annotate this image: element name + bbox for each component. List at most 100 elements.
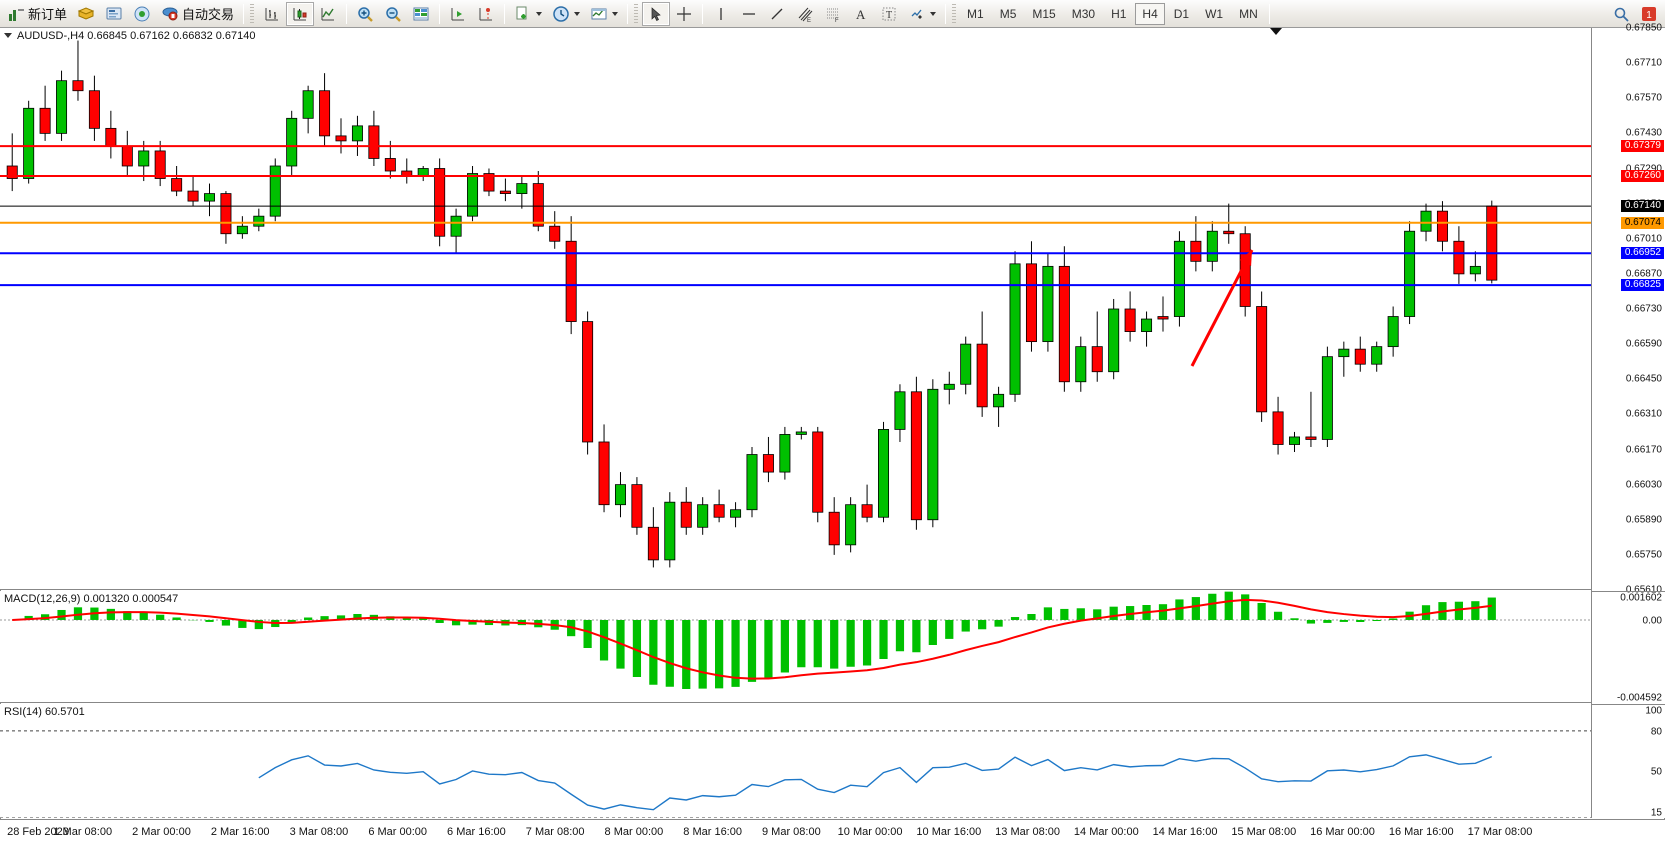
- text-icon: A: [856, 7, 866, 22]
- time-axis[interactable]: 28 Feb 2023 1 Mar 08:00 2 Mar 00:00 2 Mar 1…: [0, 819, 1665, 847]
- price-level-tag-resistance[interactable]: 0.67379: [1620, 140, 1664, 153]
- new-order-button[interactable]: 新订单: [2, 2, 72, 26]
- timeframe-h1-button[interactable]: H1: [1111, 6, 1127, 21]
- timeframe-group: M1 M5 M15 M30 H1 H4 D1 W1 MN: [960, 2, 1265, 25]
- cursor-button[interactable]: [642, 1, 671, 26]
- candlestick-chart-icon: [293, 7, 307, 20]
- horizontal-line-icon: [743, 12, 756, 15]
- chart-shift-button[interactable]: [472, 2, 500, 26]
- signals-icon: [134, 6, 150, 21]
- zoom-in-icon: [358, 6, 373, 22]
- zoom-in-button[interactable]: [351, 2, 379, 26]
- new-order-icon: [9, 8, 24, 21]
- terminal-icon: [106, 7, 122, 19]
- price-tick-label: 0.66030: [1625, 479, 1662, 491]
- chart-header[interactable]: AUDUSD-,H4 0.66845 0.67162 0.66832 0.671…: [0, 28, 256, 43]
- price-level-tag-resistance[interactable]: 0.67260: [1620, 170, 1664, 183]
- time-tick-label: 2 Mar 16:00: [210, 826, 270, 838]
- timeframe-m15-button[interactable]: M15: [1032, 6, 1056, 21]
- timeframe-h4-button[interactable]: H4: [1135, 2, 1165, 25]
- data-window-icon: [413, 7, 429, 20]
- timeframe-w1-button[interactable]: W1: [1205, 6, 1224, 21]
- time-tick-label: 16 Mar 16:00: [1388, 826, 1454, 838]
- rsi-tick-label: 80: [1650, 726, 1662, 738]
- equidistant-channel-icon: E: [798, 7, 813, 23]
- toolbar-grip[interactable]: [952, 3, 957, 24]
- chevron-down-icon[interactable]: [930, 11, 937, 16]
- equidistant-channel-button[interactable]: E: [791, 2, 819, 26]
- time-tick-label: 8 Mar 16:00: [683, 826, 742, 838]
- chart-header-text: AUDUSD-,H4 0.66845 0.67162 0.66832 0.671…: [17, 29, 256, 42]
- chevron-down-icon[interactable]: [612, 11, 619, 16]
- line-chart-button[interactable]: [314, 2, 342, 26]
- trendline-button[interactable]: [763, 2, 791, 26]
- text-label-button[interactable]: T: [875, 2, 903, 26]
- candlestick-chart-button[interactable]: [286, 1, 315, 26]
- chevron-down-icon[interactable]: [536, 11, 543, 16]
- time-tick-label: 13 Mar 08:00: [995, 826, 1060, 838]
- price-level-tag-support[interactable]: 0.66952: [1620, 247, 1664, 260]
- price-level-tag-support[interactable]: 0.66825: [1620, 279, 1664, 292]
- price-tick-label: 0.67010: [1625, 233, 1662, 245]
- time-tick-label: 15 Mar 08:00: [1231, 826, 1297, 838]
- macd-plot: [0, 591, 1591, 689]
- wallet-icon: [77, 6, 95, 20]
- price-scale[interactable]: 0.67850 0.67710 0.67570 0.67430 0.67290 0.671…: [1591, 23, 1665, 819]
- time-tick-label: 3 Mar 08:00: [289, 826, 349, 838]
- data-window-button[interactable]: [407, 2, 435, 26]
- main-toolbar: 新订单 自动交易: [0, 0, 1665, 28]
- zoom-out-button[interactable]: [379, 2, 407, 26]
- templates-button[interactable]: [585, 2, 623, 26]
- autotrading-button[interactable]: 自动交易: [156, 2, 239, 26]
- price-level-tag-pending-order[interactable]: 0.67074: [1620, 216, 1664, 229]
- signals-button[interactable]: [128, 2, 156, 26]
- terminal-button[interactable]: [100, 2, 128, 26]
- timeframe-d1-button[interactable]: D1: [1173, 6, 1190, 21]
- time-tick-label: 2 Mar 00:00: [132, 826, 191, 838]
- clock-icon: [553, 5, 569, 22]
- macd-tick-label: 0.001602: [1620, 592, 1662, 604]
- fibonacci-icon: F: [827, 8, 840, 23]
- chart-container[interactable]: AUDUSD-,H4 0.66845 0.67162 0.66832 0.671…: [0, 23, 1665, 847]
- autotrading-icon: [162, 7, 178, 20]
- search-button[interactable]: [1607, 2, 1635, 26]
- timeframe-m5-button[interactable]: M5: [999, 6, 1017, 21]
- chevron-down-icon[interactable]: [574, 11, 581, 16]
- macd-pane[interactable]: MACD(12,26,9) 0.001320 0.000547: [0, 591, 1591, 703]
- chart-menu-triangle-icon[interactable]: [4, 33, 12, 38]
- crosshair-icon: [677, 6, 692, 21]
- time-tick-label: 16 Mar 00:00: [1310, 826, 1375, 838]
- new-chart-button[interactable]: [509, 2, 547, 26]
- price-tick-label: 0.66170: [1625, 444, 1662, 455]
- time-tick-label: 17 Mar 08:00: [1467, 826, 1533, 838]
- autoscroll-button[interactable]: [444, 2, 472, 26]
- timeframe-m30-button[interactable]: M30: [1071, 6, 1096, 21]
- price-level-tag-current-price[interactable]: 0.67140: [1620, 200, 1664, 213]
- price-tick-label: 0.66590: [1625, 338, 1662, 350]
- time-tick-label: 6 Mar 16:00: [447, 826, 506, 838]
- rsi-plot: [0, 730, 1591, 818]
- text-label-icon: T: [882, 7, 896, 21]
- price-tick-label: 0.65890: [1625, 514, 1662, 526]
- crosshair-button[interactable]: [670, 2, 698, 26]
- wallet-button[interactable]: [72, 2, 100, 26]
- price-pane[interactable]: AUDUSD-,H4 0.66845 0.67162 0.66832 0.671…: [0, 28, 1591, 590]
- trendline-icon: [771, 8, 783, 19]
- horizontal-line-button[interactable]: [735, 2, 763, 26]
- toolbar-grip[interactable]: [250, 3, 255, 24]
- rsi-pane[interactable]: RSI(14) 60.5701: [0, 704, 1591, 818]
- vertical-line-button[interactable]: [707, 2, 735, 26]
- account-button[interactable]: 1: [1635, 2, 1663, 26]
- bar-chart-button[interactable]: [258, 2, 286, 26]
- timeframes-button[interactable]: [547, 2, 585, 26]
- new-chart-icon: [516, 6, 527, 19]
- toolbar-divider: [439, 3, 441, 24]
- drawings-button[interactable]: [903, 2, 941, 26]
- macd-tick-label: 0.00: [1642, 615, 1662, 627]
- fibonacci-button[interactable]: F: [819, 2, 847, 26]
- text-button[interactable]: A: [847, 2, 875, 26]
- timeframe-m1-button[interactable]: M1: [967, 6, 984, 21]
- toolbar-grip[interactable]: [634, 3, 639, 24]
- timeframe-mn-button[interactable]: MN: [1239, 6, 1258, 21]
- time-tick-label: 8 Mar 00:00: [604, 826, 664, 838]
